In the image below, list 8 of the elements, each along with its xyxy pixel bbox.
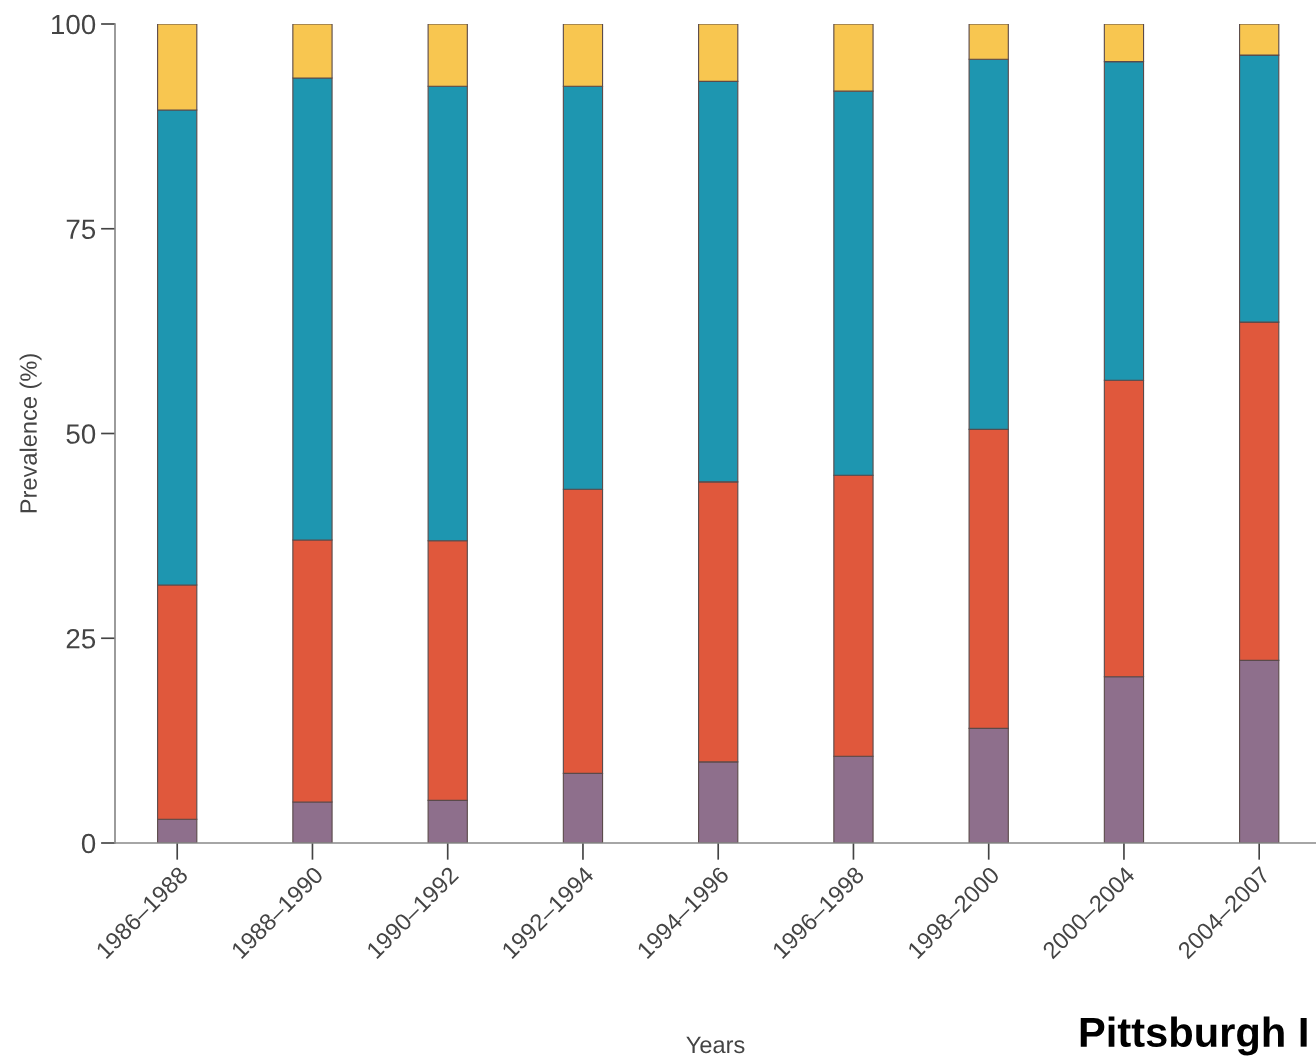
y-tick-label: 25 <box>66 628 96 649</box>
x-axis-title: Years <box>686 1036 745 1054</box>
y-axis-title: Prevalence (%) <box>19 354 42 513</box>
y-tick-label: 50 <box>66 424 96 444</box>
y-tick-label: 0 <box>81 833 96 854</box>
text: Pittsburgh I <box>1080 1016 1307 1056</box>
y-tick-label: 100 <box>52 14 96 35</box>
y-tick-label: 75 <box>66 219 96 240</box>
